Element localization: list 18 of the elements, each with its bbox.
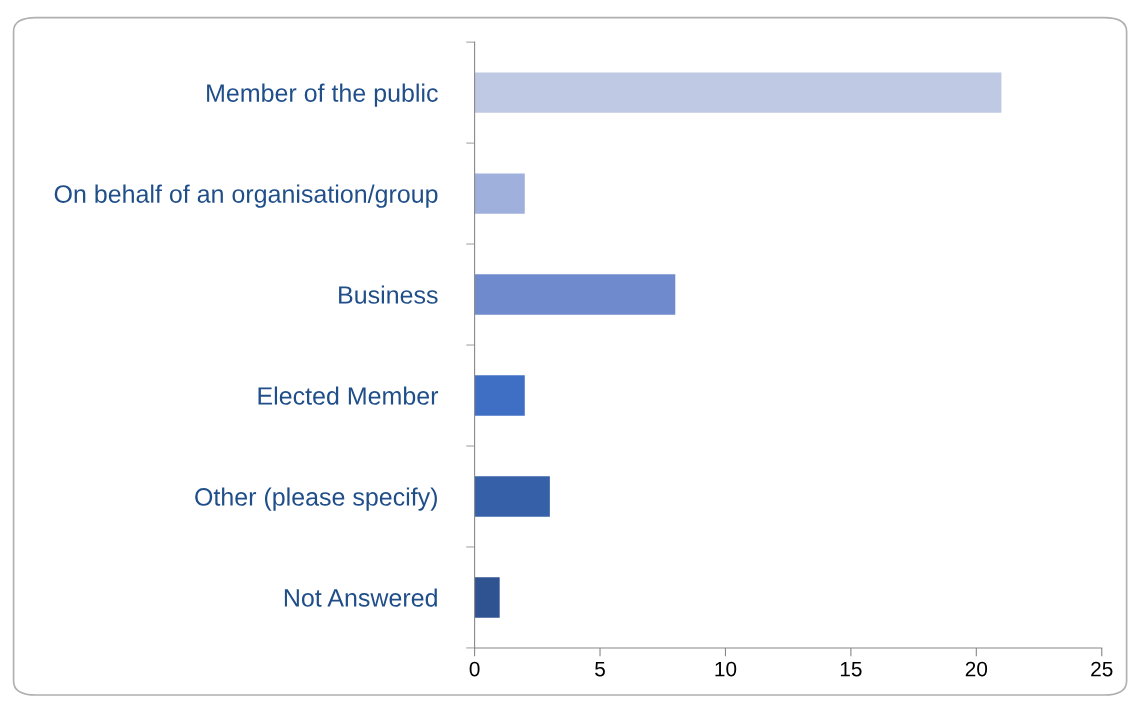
- bar: [474, 274, 676, 315]
- x-tick-label: 20: [965, 661, 988, 677]
- y-tick-label: Business: [339, 285, 438, 304]
- y-tick-label: Member of the public: [207, 83, 438, 107]
- y-tick-label: Elected Member: [258, 386, 439, 405]
- bar: [474, 577, 500, 618]
- bar: [474, 173, 525, 214]
- x-tick-label: 5: [595, 661, 605, 677]
- x-tick-label: 10: [715, 661, 737, 677]
- y-tick-label: Other (please specify): [195, 487, 437, 511]
- x-tick-label: 15: [840, 661, 862, 677]
- y-tick-label: Not Answered: [284, 588, 437, 607]
- x-tick-label: 0: [469, 661, 480, 677]
- bar: [474, 375, 525, 416]
- x-tick-label: 25: [1091, 661, 1113, 677]
- y-tick-label: On behalf of an organisation/group: [54, 184, 438, 208]
- bar: [474, 476, 550, 517]
- bar: [474, 72, 1002, 113]
